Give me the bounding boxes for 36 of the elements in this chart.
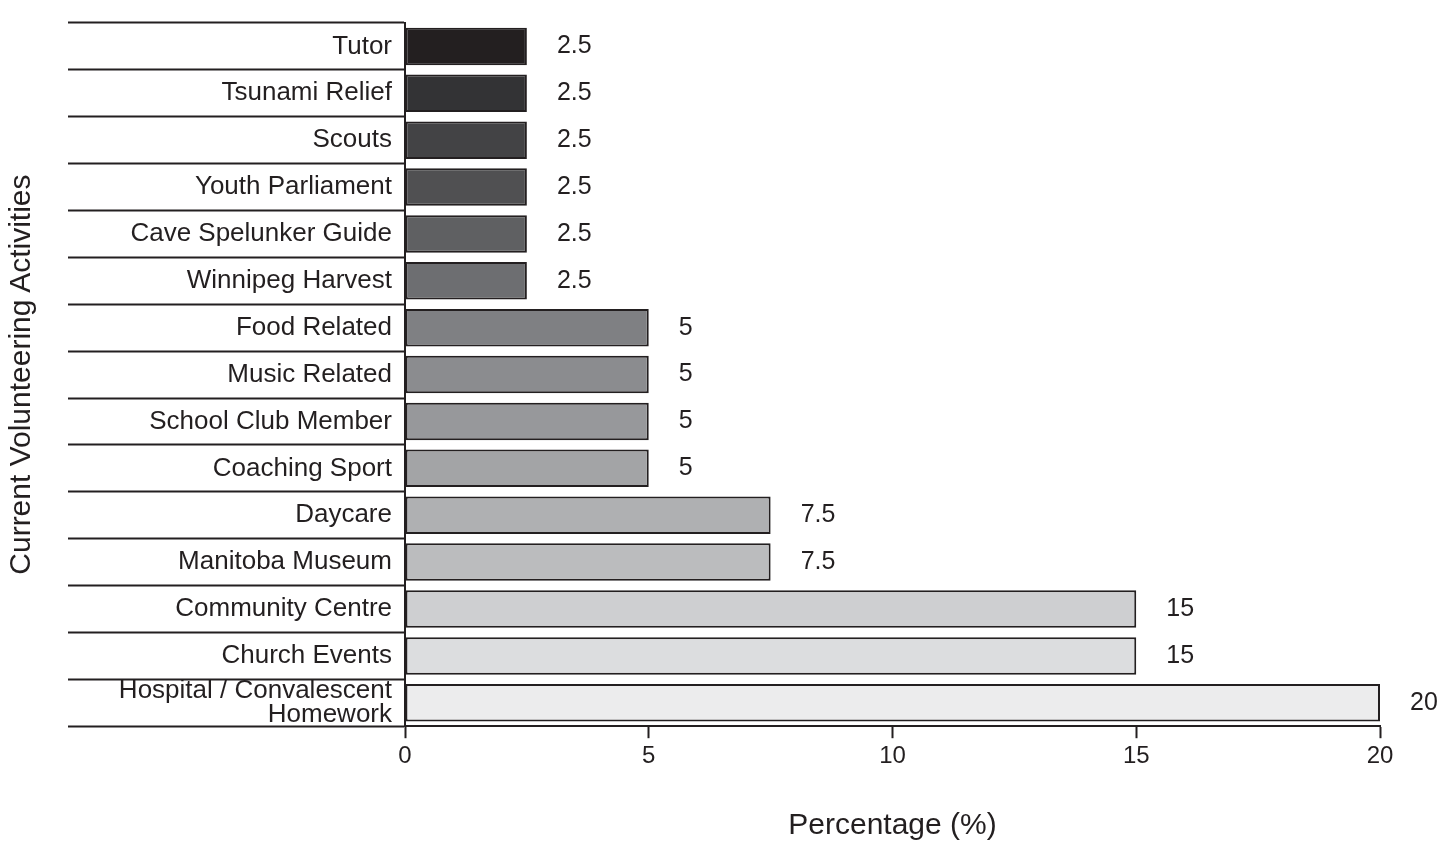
y-tick-label: Food Related xyxy=(235,310,392,341)
y-tick-label: Winnipeg Harvest xyxy=(186,264,393,295)
data-label: 5 xyxy=(678,452,693,481)
y-tick-label: Tutor xyxy=(332,29,393,60)
data-label: 5 xyxy=(678,311,693,340)
data-label: 2.5 xyxy=(556,124,592,153)
y-tick-label: Scouts xyxy=(312,123,392,154)
y-tick-label: Daycare xyxy=(295,498,392,529)
data-label: 5 xyxy=(678,405,693,434)
data-label: 7.5 xyxy=(800,546,836,575)
data-label: 15 xyxy=(1166,592,1195,621)
y-tick-label: School Club Member xyxy=(149,404,393,435)
y-tick-label: Community Centre xyxy=(175,592,392,623)
data-label: 2.5 xyxy=(556,264,592,293)
x-tick-label: 0 xyxy=(398,741,412,769)
data-label: 15 xyxy=(1166,639,1195,668)
data-label: 2.5 xyxy=(556,77,592,106)
y-axis-title: Current Volunteering Activities xyxy=(3,174,37,575)
x-tick-label: 20 xyxy=(1366,741,1394,769)
y-tick-label: Church Events xyxy=(221,639,392,670)
y-tick-label: Manitoba Museum xyxy=(178,545,392,576)
x-tick-label: 15 xyxy=(1122,741,1150,769)
y-tick-label: Coaching Sport xyxy=(212,451,393,482)
y-tick-label: Tsunami Relief xyxy=(221,76,393,107)
data-label: 2.5 xyxy=(556,30,592,59)
data-label: 2.5 xyxy=(556,217,592,246)
y-tick-label: Youth Parliament xyxy=(194,170,393,201)
x-axis-title: Percentage (%) xyxy=(788,807,997,841)
y-tick-label: Music Related xyxy=(227,357,392,388)
data-label: 20 xyxy=(1410,686,1438,715)
data-label: 2.5 xyxy=(556,170,592,199)
x-tick-label: 5 xyxy=(642,741,656,769)
x-tick-label: 10 xyxy=(879,741,906,769)
data-label: 7.5 xyxy=(800,499,836,528)
data-label: 5 xyxy=(678,358,693,387)
y-tick-label: Cave Spelunker Guide xyxy=(130,217,392,248)
